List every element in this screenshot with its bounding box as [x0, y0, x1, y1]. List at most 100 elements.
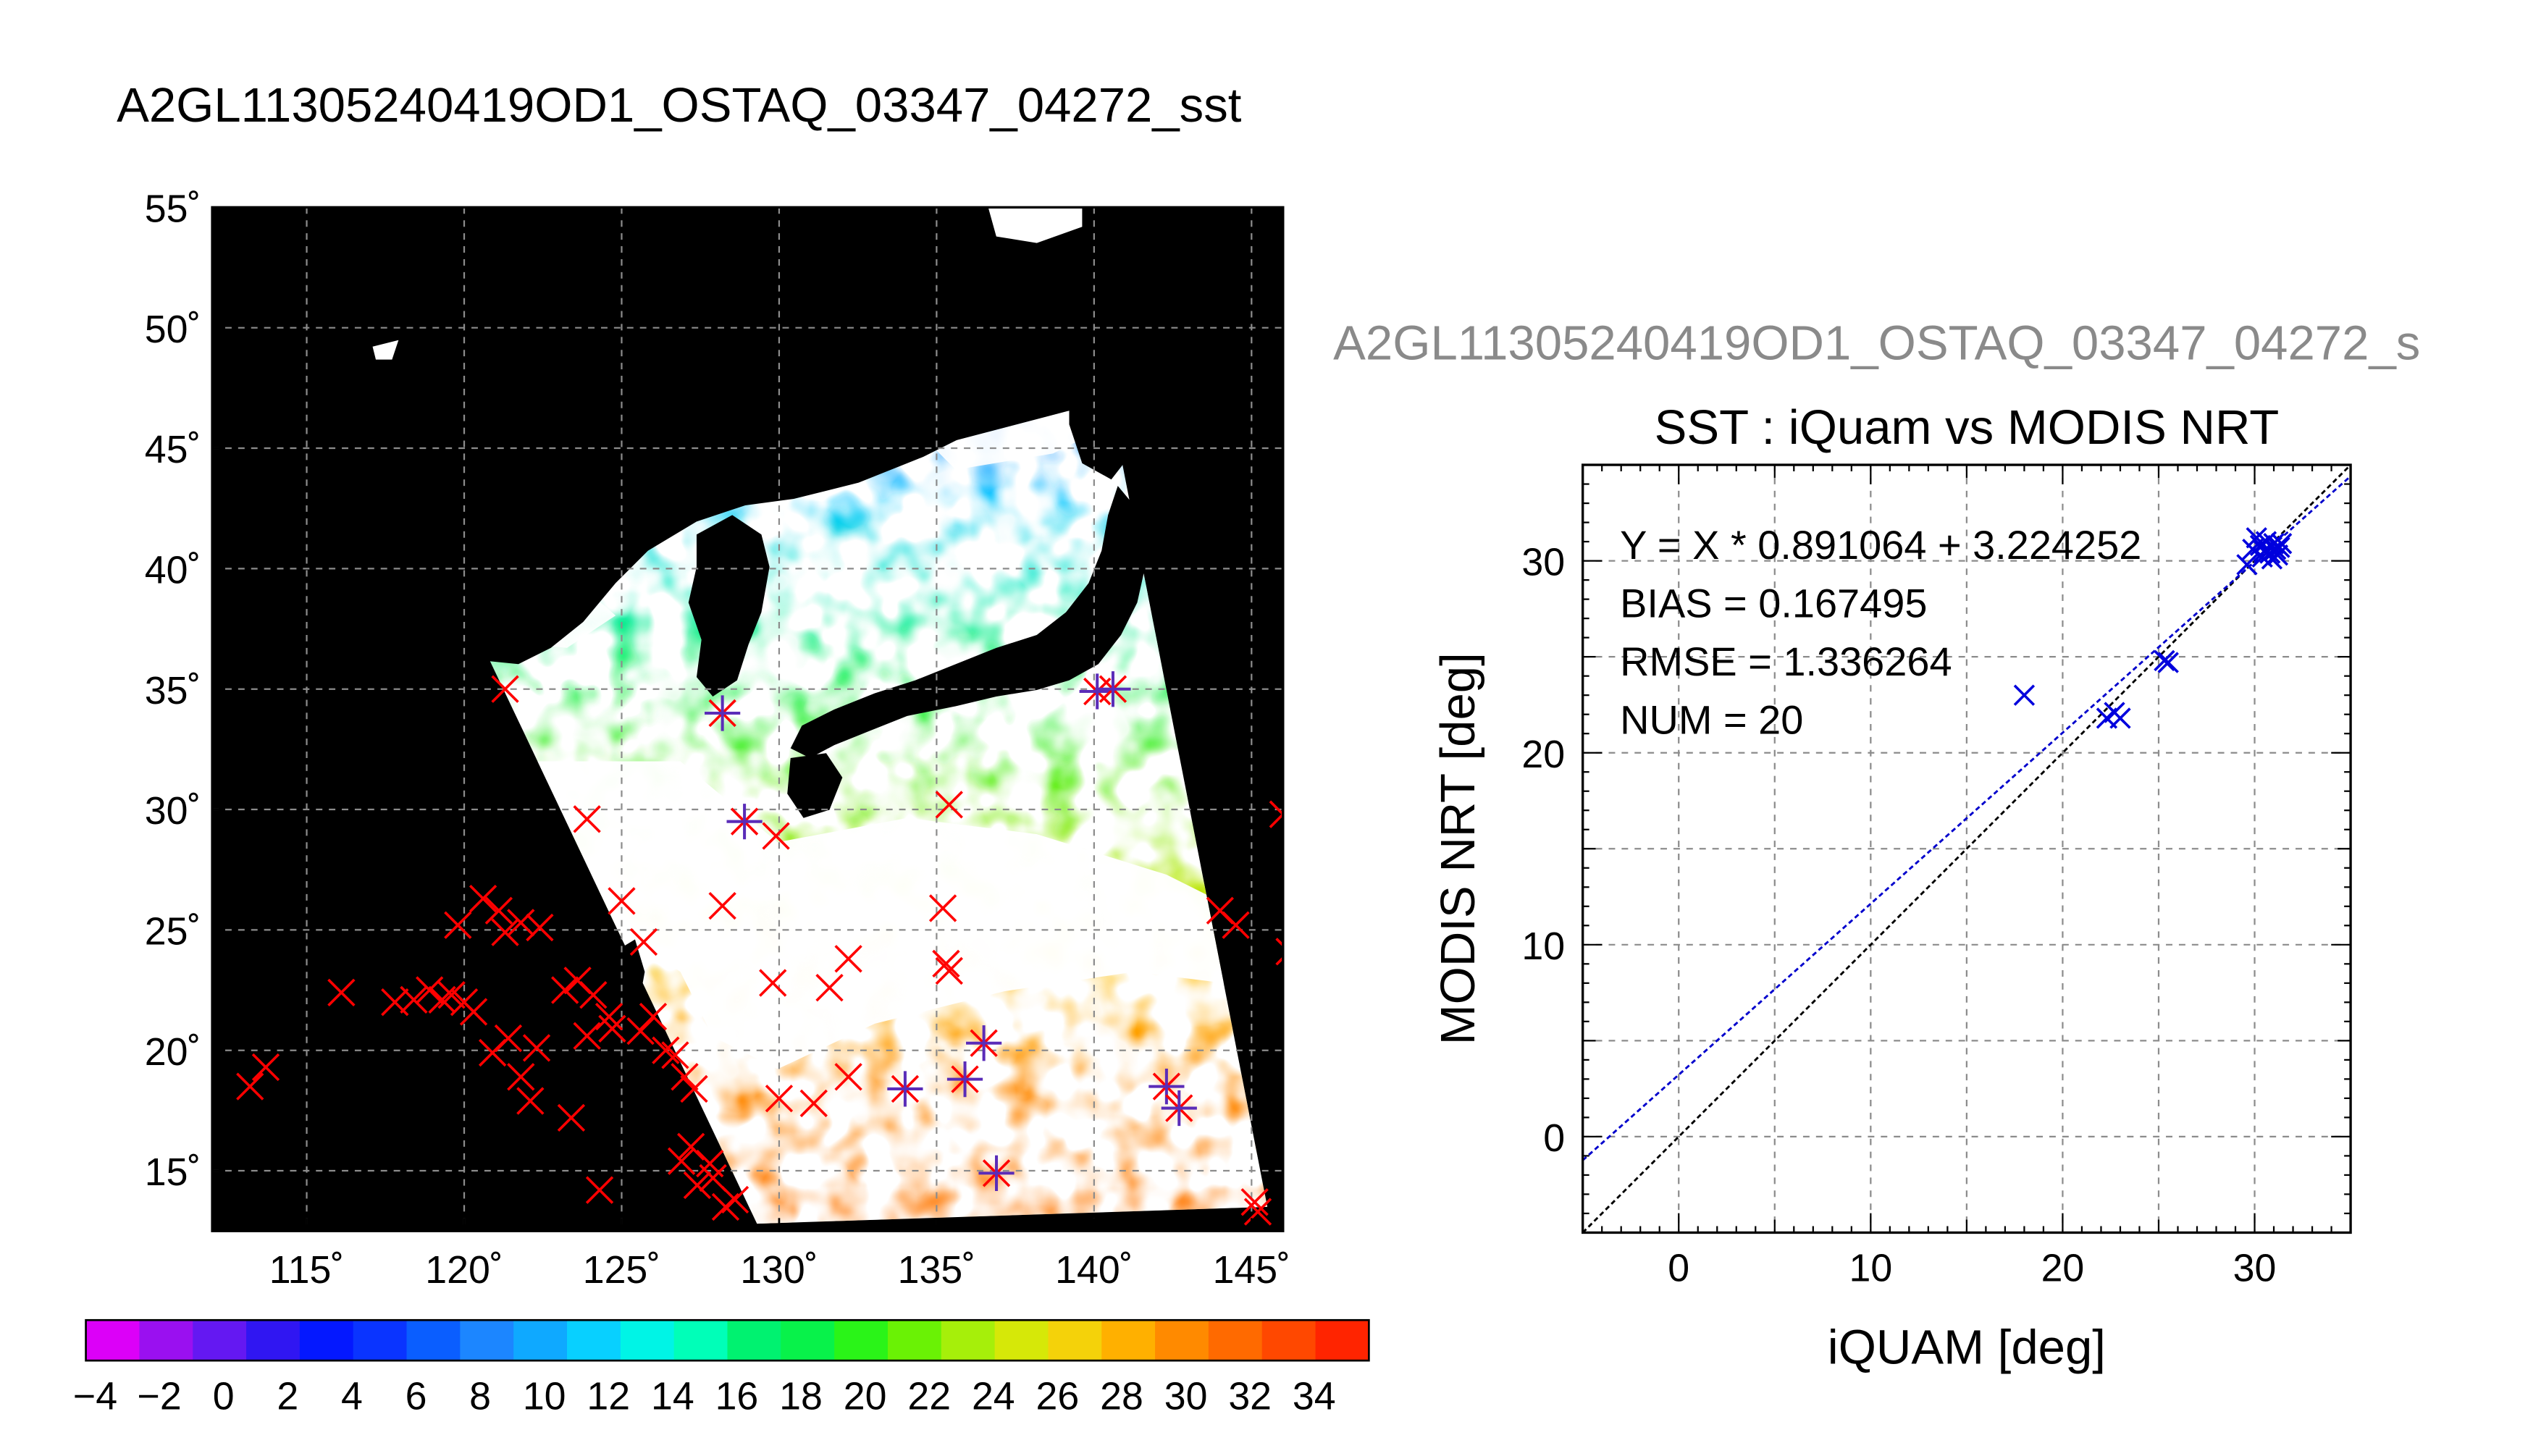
in-situ-x-marker: [491, 675, 519, 703]
land-cloud-patch: [372, 340, 399, 360]
scatter-points: [2013, 527, 2293, 729]
scatter-x-tick-label: 30: [2233, 1247, 2277, 1290]
in-situ-x-marker: [935, 956, 963, 985]
in-situ-star-marker: [946, 1061, 983, 1098]
colorbar-segment: [673, 1320, 728, 1361]
scatter-ylabel: MODIS NRT [deg]: [1431, 652, 1485, 1045]
lat-tick-label: 45˚: [145, 428, 201, 471]
in-situ-x-marker: [721, 1185, 749, 1214]
colorbar-segment: [193, 1320, 248, 1361]
lon-tick-label: 125˚: [583, 1248, 660, 1292]
colorbar-label: 28: [1100, 1374, 1143, 1418]
in-situ-star-marker: [978, 1155, 1015, 1191]
in-situ-x-marker: [932, 949, 960, 978]
in-situ-x-marker: [676, 1132, 705, 1161]
in-situ-markers: [236, 671, 1283, 1226]
colorbar-label: 8: [469, 1374, 491, 1418]
scatter-title: SST : iQuam vs MODIS NRT: [1655, 400, 2280, 455]
colorbar-segment: [85, 1320, 140, 1361]
colorbar-segment: [299, 1320, 354, 1361]
scatter-point: [2109, 707, 2131, 729]
scatter-title-faded: A2GL11305240419OD1_OSTAQ_03347_04272_s: [1333, 316, 2420, 371]
in-situ-x-marker: [652, 1036, 680, 1064]
colorbar-segment: [1155, 1320, 1210, 1361]
in-situ-star-marker: [1148, 1069, 1185, 1105]
in-situ-x-marker: [236, 1072, 264, 1101]
in-situ-x-marker: [444, 911, 472, 939]
in-situ-x-marker: [469, 884, 497, 913]
colorbar-label: 26: [1036, 1374, 1080, 1418]
regression-fit-line: [1582, 475, 2351, 1161]
in-situ-star-marker: [705, 695, 741, 731]
hokkaido-landmass: [1069, 369, 1141, 480]
colorbar-label: 14: [651, 1374, 694, 1418]
in-situ-x-marker: [1275, 938, 1283, 966]
colorbar-segment: [246, 1320, 301, 1361]
colorbar-frame: [85, 1318, 1370, 1362]
colorbar: −4 −2 0 2 4 6 8 10 12 14 16 18 20 22 24 26 28 30 32 34: [73, 1318, 1370, 1418]
map-frame: [211, 206, 1285, 1232]
scatter-point: [2236, 554, 2258, 576]
lat-tick-label: 55˚: [145, 187, 201, 230]
scatter-annotation-line: NUM = 20: [1620, 697, 1803, 742]
in-situ-x-marker: [639, 1002, 668, 1031]
in-situ-x-marker: [834, 1063, 862, 1091]
in-situ-x-marker: [608, 887, 636, 915]
in-situ-star-marker: [966, 1025, 1002, 1061]
scatter-x-tick-label: 10: [1849, 1247, 1892, 1290]
in-situ-x-marker: [765, 1085, 794, 1113]
scatter-y-tick-label: 0: [1543, 1116, 1565, 1160]
scatter-y-tick-label: 10: [1521, 925, 1565, 968]
scatter-point: [2270, 533, 2293, 555]
scatter-x-tick-label: 20: [2041, 1247, 2085, 1290]
map-title: A2GL11305240419OD1_OSTAQ_03347_04272_sst: [117, 78, 1242, 132]
colorbar-label: 6: [406, 1374, 427, 1418]
in-situ-x-marker: [935, 791, 963, 819]
kyushu-landmass: [787, 753, 843, 818]
in-situ-x-marker: [626, 1017, 655, 1045]
in-situ-x-marker: [507, 909, 535, 937]
in-situ-x-marker: [598, 1014, 626, 1043]
colorbar-label: 24: [972, 1374, 1015, 1418]
scatter-point: [2013, 684, 2036, 706]
in-situ-x-marker: [1222, 911, 1250, 939]
lat-tick-label: 40˚: [145, 549, 201, 592]
in-situ-x-marker: [1240, 1188, 1269, 1216]
in-situ-x-marker: [437, 981, 466, 1009]
in-situ-x-marker: [699, 1163, 727, 1192]
in-situ-x-marker: [551, 976, 579, 1004]
japan-landmass: [790, 486, 1147, 758]
in-situ-star-marker: [1161, 1090, 1197, 1127]
colorbar-label: 10: [523, 1374, 566, 1418]
in-situ-x-marker: [494, 1024, 523, 1053]
colorbar-segment: [1261, 1320, 1316, 1361]
colorbar-segment: [1208, 1320, 1263, 1361]
colorbar-segment: [406, 1320, 461, 1361]
in-situ-x-marker: [459, 998, 488, 1026]
lon-tick-label: 130˚: [740, 1248, 818, 1292]
scatter-point: [2269, 536, 2290, 558]
in-situ-x-marker: [595, 1002, 623, 1031]
in-situ-star-marker: [726, 804, 763, 840]
scatter-grid: [1582, 465, 2351, 1233]
in-situ-x-marker: [629, 927, 658, 956]
lat-tick-label: 50˚: [145, 308, 201, 351]
mainland-landmass: [212, 207, 1283, 665]
colorbar-label: 34: [1293, 1374, 1336, 1418]
scatter-point: [2154, 649, 2175, 672]
lat-tick-label: 20˚: [145, 1030, 201, 1074]
colorbar-segment: [620, 1320, 675, 1361]
in-situ-x-marker: [1269, 800, 1283, 828]
colorbar-segment: [727, 1320, 782, 1361]
colorbar-label: 2: [277, 1374, 298, 1418]
in-situ-x-marker: [573, 1022, 601, 1050]
lat-tick-label: 35˚: [145, 669, 201, 712]
colorbar-segments: [85, 1320, 1370, 1361]
in-situ-x-marker: [400, 985, 428, 1014]
colorbar-segment: [887, 1320, 942, 1361]
colorbar-segment: [1315, 1320, 1370, 1361]
scatter-x-tick-label: 0: [1668, 1247, 1689, 1290]
scatter-annotation-line: BIAS = 0.167495: [1620, 580, 1927, 626]
colorbar-label: 18: [779, 1374, 823, 1418]
